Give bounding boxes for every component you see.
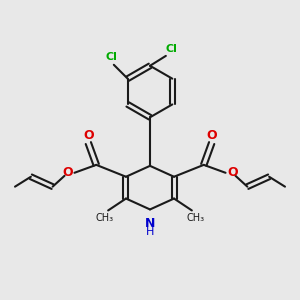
Text: O: O <box>227 166 238 179</box>
Text: Cl: Cl <box>166 44 178 54</box>
Text: O: O <box>83 129 94 142</box>
Text: N: N <box>145 217 155 230</box>
Text: O: O <box>62 166 73 179</box>
Text: CH₃: CH₃ <box>95 213 113 224</box>
Text: CH₃: CH₃ <box>187 213 205 224</box>
Text: Cl: Cl <box>106 52 118 62</box>
Text: H: H <box>146 227 154 237</box>
Text: O: O <box>206 129 217 142</box>
